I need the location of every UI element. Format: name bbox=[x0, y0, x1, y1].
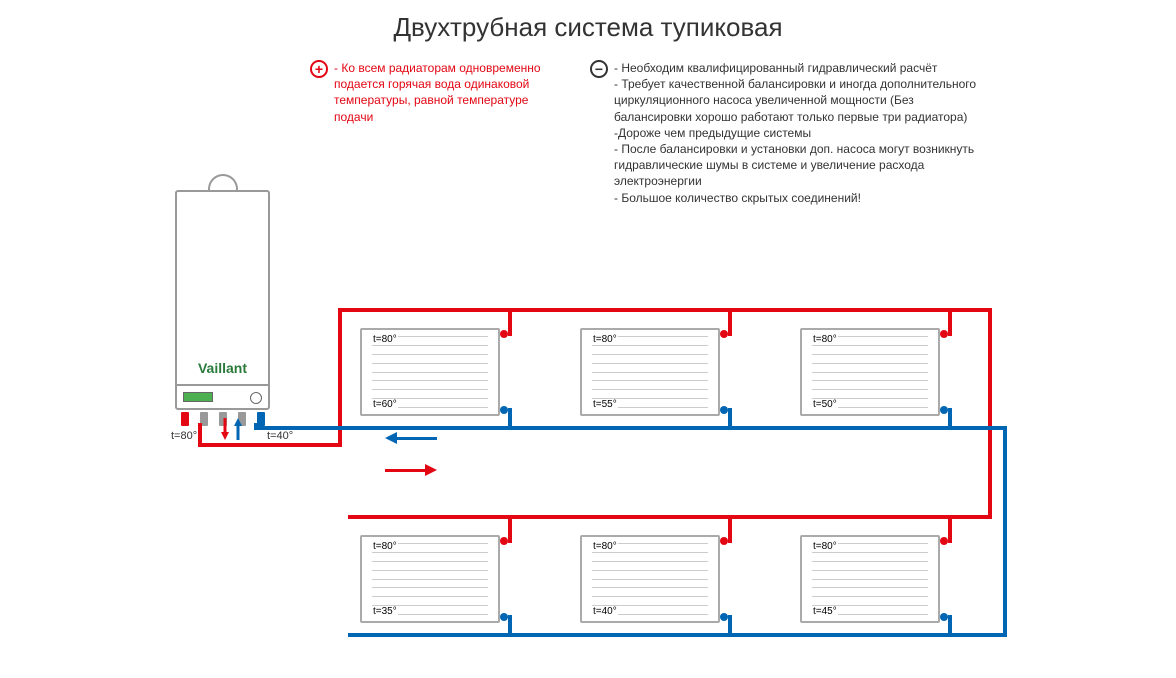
plus-icon: + bbox=[310, 60, 328, 78]
radiator: t=80° t=35° bbox=[360, 535, 500, 623]
boiler-brand: Vaillant bbox=[177, 360, 268, 376]
radiator-supply-valve bbox=[720, 330, 728, 338]
diagram-title: Двухтрубная система тупиковая bbox=[0, 12, 1176, 43]
pros-section: + - Ко всем радиаторам одновременно пода… bbox=[310, 60, 560, 206]
radiator-return-valve bbox=[940, 613, 948, 621]
radiator-return-valve bbox=[720, 613, 728, 621]
radiator-outlet-temp: t=55° bbox=[592, 399, 618, 410]
radiator-return-valve bbox=[500, 613, 508, 621]
radiator-inlet-temp: t=80° bbox=[592, 334, 618, 345]
radiator: t=80° t=60° bbox=[360, 328, 500, 416]
radiator-fins bbox=[592, 543, 708, 615]
boiler-unit: Vaillant bbox=[175, 190, 270, 410]
radiator-inlet-temp: t=80° bbox=[372, 334, 398, 345]
boiler-ports bbox=[175, 412, 270, 432]
boiler-port bbox=[200, 412, 208, 426]
radiator: t=80° t=55° bbox=[580, 328, 720, 416]
radiator: t=80° t=50° bbox=[800, 328, 940, 416]
radiator-outlet-temp: t=40° bbox=[592, 606, 618, 617]
cons-text: - Необходим квалифицированный гидравличе… bbox=[614, 60, 980, 206]
radiator: t=80° t=45° bbox=[800, 535, 940, 623]
boiler-supply-temp: t=80° bbox=[170, 430, 198, 442]
radiator-supply-valve bbox=[500, 537, 508, 545]
radiator-outlet-temp: t=45° bbox=[812, 606, 838, 617]
return-flow-arrow bbox=[385, 432, 437, 444]
radiator-return-valve bbox=[500, 406, 508, 414]
radiator-supply-valve bbox=[720, 537, 728, 545]
radiator-return-valve bbox=[720, 406, 728, 414]
arrow-head-icon bbox=[425, 464, 437, 476]
radiator-inlet-temp: t=80° bbox=[812, 334, 838, 345]
boiler-return-temp: t=40° bbox=[266, 430, 294, 442]
arrow-shaft bbox=[385, 469, 425, 472]
boiler-hanger bbox=[208, 174, 238, 192]
boiler-control-panel bbox=[177, 384, 268, 408]
boiler-port bbox=[219, 412, 227, 426]
arrow-head-icon bbox=[385, 432, 397, 444]
boiler-knob bbox=[250, 392, 262, 404]
radiator: t=80° t=40° bbox=[580, 535, 720, 623]
radiator-supply-valve bbox=[500, 330, 508, 338]
radiator-fins bbox=[372, 336, 488, 408]
supply-flow-arrow bbox=[385, 464, 437, 476]
boiler-port bbox=[238, 412, 246, 426]
radiator-inlet-temp: t=80° bbox=[372, 541, 398, 552]
radiator-supply-valve bbox=[940, 537, 948, 545]
radiator-fins bbox=[812, 543, 928, 615]
radiator-outlet-temp: t=60° bbox=[372, 399, 398, 410]
radiator-fins bbox=[592, 336, 708, 408]
pros-text: - Ко всем радиаторам одновременно подает… bbox=[334, 60, 560, 206]
minus-icon: − bbox=[590, 60, 608, 78]
arrow-shaft bbox=[397, 437, 437, 440]
radiator-inlet-temp: t=80° bbox=[812, 541, 838, 552]
radiator-return-valve bbox=[940, 406, 948, 414]
radiator-supply-valve bbox=[940, 330, 948, 338]
pros-cons-block: + - Ко всем радиаторам одновременно пода… bbox=[310, 60, 980, 206]
cons-section: − - Необходим квалифицированный гидравли… bbox=[590, 60, 980, 206]
radiator-outlet-temp: t=35° bbox=[372, 606, 398, 617]
boiler-supply-port bbox=[181, 412, 189, 426]
radiator-outlet-temp: t=50° bbox=[812, 399, 838, 410]
boiler-display bbox=[183, 392, 213, 402]
boiler-return-port bbox=[257, 412, 265, 426]
radiator-fins bbox=[372, 543, 488, 615]
radiator-inlet-temp: t=80° bbox=[592, 541, 618, 552]
radiator-fins bbox=[812, 336, 928, 408]
